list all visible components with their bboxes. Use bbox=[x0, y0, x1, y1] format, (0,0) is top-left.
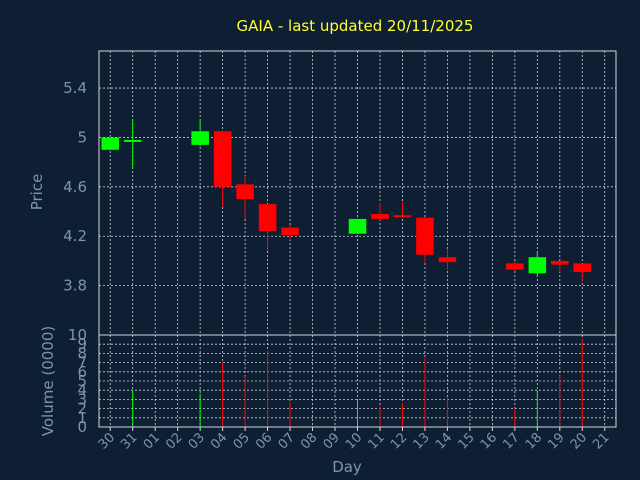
x-tick-label: 17 bbox=[500, 430, 522, 452]
price-axis-label: Price bbox=[28, 174, 46, 211]
x-tick-label: 12 bbox=[388, 430, 410, 452]
candle-body bbox=[573, 263, 592, 273]
candle-body bbox=[506, 263, 524, 270]
x-tick-label: 02 bbox=[163, 430, 185, 452]
candle-body bbox=[258, 204, 277, 232]
candle-body bbox=[123, 139, 142, 142]
candle-body bbox=[528, 257, 547, 274]
x-tick-label: 20 bbox=[568, 430, 590, 452]
candle-body bbox=[281, 227, 299, 235]
volume-tick-label: 10 bbox=[68, 326, 87, 344]
volume-tick-label: 0 bbox=[77, 418, 87, 436]
volume-tick-label: 5 bbox=[77, 372, 87, 390]
price-tick-label: 5.4 bbox=[63, 79, 87, 97]
volume-tick-label: 3 bbox=[77, 390, 87, 408]
price-tick-label: 5 bbox=[77, 128, 87, 146]
x-tick-label: 08 bbox=[298, 430, 320, 452]
x-tick-label: 15 bbox=[455, 430, 477, 452]
x-tick-label: 06 bbox=[253, 430, 275, 452]
x-tick-label: 03 bbox=[186, 430, 208, 452]
candle-body bbox=[101, 137, 120, 150]
x-tick-label: 14 bbox=[433, 430, 455, 452]
x-tick-label: 10 bbox=[343, 430, 365, 452]
x-tick-label: 16 bbox=[478, 430, 500, 452]
volume-tick-label: 6 bbox=[77, 363, 87, 381]
candle-body bbox=[213, 131, 232, 187]
x-tick-label: 04 bbox=[208, 430, 230, 452]
candle-body bbox=[191, 131, 209, 145]
x-tick-label: 07 bbox=[276, 430, 298, 452]
chart-title: GAIA - last updated 20/11/2025 bbox=[237, 17, 474, 35]
volume-tick-label: 8 bbox=[77, 344, 87, 362]
candle-body bbox=[236, 184, 254, 200]
price-tick-label: 4.6 bbox=[63, 178, 87, 196]
x-tick-label: 01 bbox=[141, 430, 163, 452]
candle-body bbox=[393, 215, 412, 218]
x-tick-label: 05 bbox=[231, 430, 253, 452]
x-tick-label: 21 bbox=[590, 430, 612, 452]
volume-tick-label: 1 bbox=[77, 409, 87, 427]
x-tick-label: 19 bbox=[545, 430, 567, 452]
x-axis-label: Day bbox=[332, 458, 362, 476]
price-tick-label: 4.2 bbox=[63, 227, 87, 245]
x-tick-label: 31 bbox=[118, 430, 140, 452]
volume-tick-label: 4 bbox=[77, 381, 87, 399]
x-tick-label: 30 bbox=[96, 430, 118, 452]
x-tick-label: 18 bbox=[523, 430, 545, 452]
x-tick-label: 11 bbox=[365, 430, 387, 452]
x-tick-label: 13 bbox=[410, 430, 432, 452]
x-axis-ticks: 30 31 01 02 03 04 05 06 07 08 09 10 11 12 13 14 15 16 17 18… bbox=[96, 427, 613, 453]
candle-body bbox=[371, 213, 389, 219]
price-panel: 3.8 4.2 4.6 5 5.4 bbox=[63, 50, 617, 336]
candle-body bbox=[416, 217, 434, 255]
candle-body bbox=[348, 218, 367, 234]
volume-axis-label: Volume (0000) bbox=[39, 326, 57, 436]
volume-tick-label: 9 bbox=[77, 335, 87, 353]
candle-body bbox=[551, 260, 569, 265]
volume-tick-label: 7 bbox=[77, 354, 87, 372]
x-tick-label: 09 bbox=[321, 430, 343, 452]
price-tick-label: 3.8 bbox=[63, 277, 87, 295]
candle-body bbox=[438, 257, 457, 263]
volume-tick-label: 2 bbox=[77, 400, 87, 418]
